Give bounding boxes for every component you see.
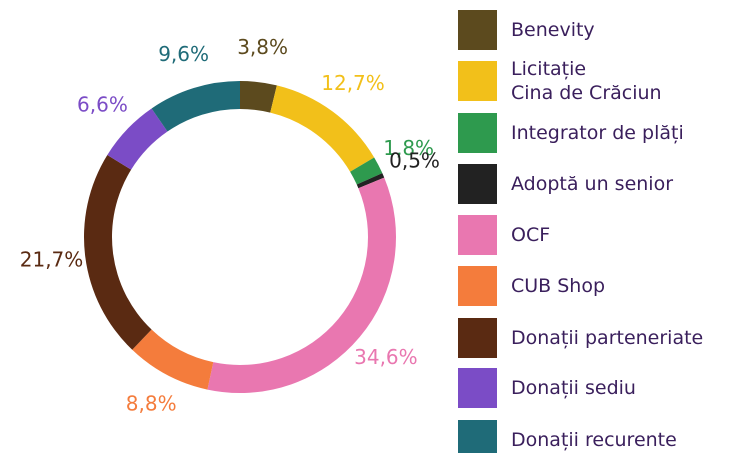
data-label: 6,6% [77,92,128,116]
legend-swatch [458,420,497,453]
legend-label: Integrator de plăți [511,122,684,144]
data-label: 34,6% [354,345,418,369]
legend-label: Donații recurente [511,429,677,451]
data-label: 9,6% [158,42,209,66]
legend-item: Donații parteneriate [458,318,703,358]
donut-segment [207,177,396,393]
donut-segment [270,85,375,172]
legend-swatch [458,266,497,306]
donut-segment [151,81,240,132]
data-label: 21,7% [20,248,84,272]
data-label: 3,8% [237,35,288,59]
data-label: 12,7% [321,71,385,95]
donut-area: 3,8% 12,7% 1,8%0,5% 34,6% 8,8% 21,7% 6,6% 9,6% [20,35,440,416]
donut-segment [107,108,168,170]
legend-label: CUB Shop [511,275,606,297]
data-label: 8,8% [126,391,177,415]
donut-segment [356,173,385,189]
legend-label: Donații parteneriate [511,327,704,349]
legend-swatch [458,10,497,50]
legend-item: Licitație Cina de Crăciun [458,57,662,105]
donut-segment [350,157,383,185]
legend-label: Licitație Cina de Crăciun [511,58,662,104]
legend-label: OCF [511,224,551,246]
legend-swatch [458,215,497,255]
legend: Benevity Licitație Cina de Crăciun Integra… [458,0,735,453]
legend-item: Adoptă un senior [458,164,673,204]
legend-swatch [458,61,497,101]
legend-swatch [458,318,497,358]
legend-item: Donații recurente [458,420,677,453]
data-label: 1,8% [383,136,434,160]
legend-label: Adoptă un senior [511,173,674,195]
legend-swatch [458,113,497,153]
legend-swatch [458,368,497,408]
legend-item: Donații sediu [458,368,636,408]
donut-segment [83,154,152,350]
donut-segment [240,81,277,113]
legend-item: Integrator de plăți [458,113,684,153]
legend-item: CUB Shop [458,266,605,306]
legend-swatch [458,164,497,204]
donut-segment [132,329,214,390]
data-label: 0,5% [389,148,440,172]
legend-label: Donații sediu [511,377,636,399]
legend-label: Benevity [511,19,595,41]
legend-item: OCF [458,215,550,255]
legend-item: Benevity [458,10,595,50]
